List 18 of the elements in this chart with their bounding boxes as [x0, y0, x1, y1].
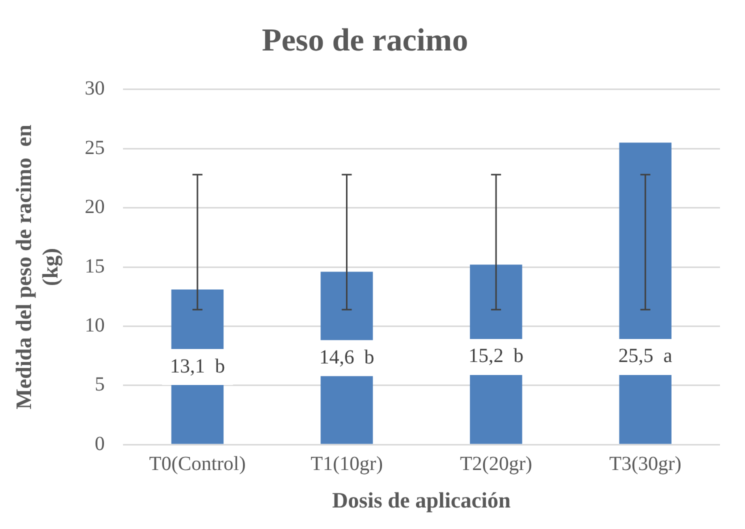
y-tick-label: 25: [84, 136, 105, 159]
y-tick-label: 20: [84, 196, 105, 218]
data-label: 25,5 a: [618, 345, 672, 368]
chart-title: Peso de racimo: [262, 21, 468, 58]
y-tick-label: 5: [94, 374, 105, 396]
x-axis-title: Dosis de aplicación: [332, 487, 511, 512]
y-tick-label: 0: [94, 432, 105, 455]
data-label: 14,6 b: [319, 346, 374, 368]
y-tick-label: 15: [84, 255, 105, 278]
x-tick-label: T2(20gr): [460, 452, 532, 475]
data-label: 15,2 b: [468, 345, 524, 368]
y-tick-label: 10: [84, 314, 105, 336]
y-tick-label: 30: [84, 78, 105, 100]
data-label: 13,1 b: [170, 355, 225, 378]
y-axis-title: Medida del peso de racimo en (kg): [10, 124, 62, 410]
x-tick-label: T3(30gr): [609, 452, 682, 475]
x-tick-label: T0(Control): [149, 452, 246, 475]
x-tick-label: T1(10gr): [310, 452, 383, 475]
